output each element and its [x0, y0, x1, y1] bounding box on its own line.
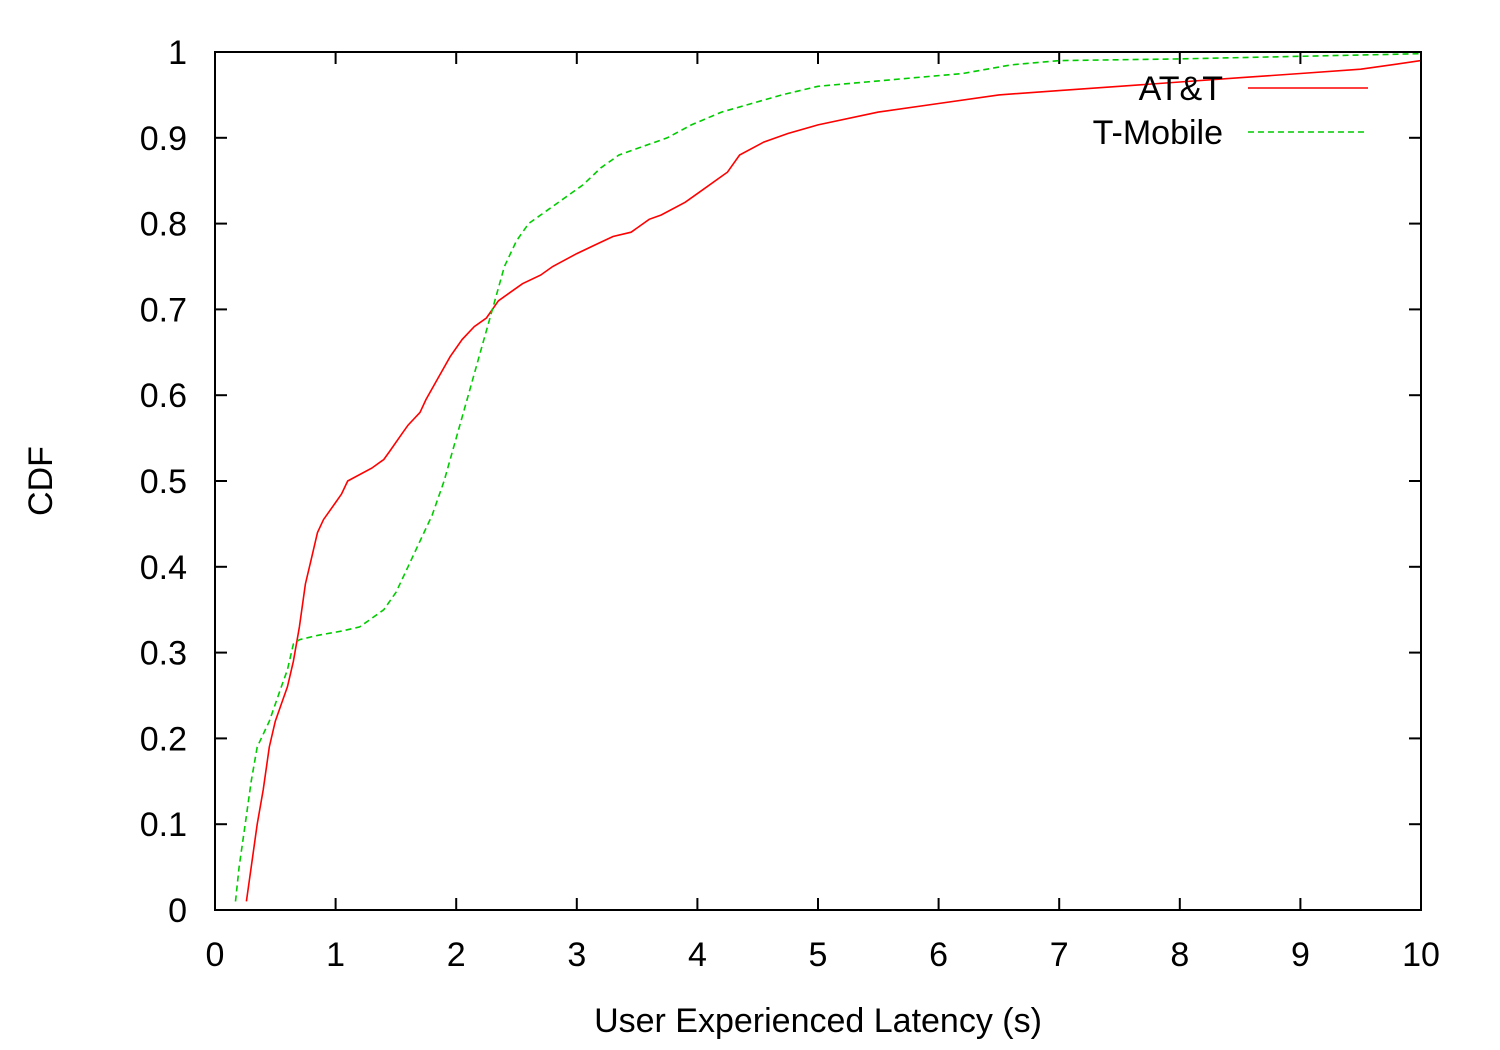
x-tick-label: 8	[1170, 936, 1189, 974]
series-line-1	[234, 52, 1422, 902]
x-tick-label: 9	[1291, 936, 1310, 974]
plot-frame	[214, 51, 1422, 911]
y-tick-labels: 0 0.1 0.2 0.3 0.4 0.5 0.6 0.7 0.8 0.9 1	[140, 34, 187, 930]
y-axis-label: CDF	[22, 446, 60, 516]
legend: AT&T T-Mobile	[1093, 70, 1368, 152]
x-tick-label: 0	[206, 936, 225, 974]
x-axis-label: User Experienced Latency (s)	[594, 1002, 1042, 1040]
y-tick-label: 0.2	[140, 720, 187, 758]
y-tick-label: 0.9	[140, 120, 187, 158]
y-tick-label: 0.5	[140, 463, 187, 501]
x-tick-label: 10	[1402, 936, 1440, 974]
y-tick-label: 0.1	[140, 806, 187, 844]
ticks-layer	[214, 51, 1422, 911]
x-tick-label: 7	[1050, 936, 1069, 974]
x-tick-label: 6	[929, 936, 948, 974]
legend-label: AT&T	[1139, 70, 1223, 108]
series-layer	[234, 52, 1422, 902]
x-tick-labels: 0 1 2 3 4 5 6 7 8 9 10	[206, 936, 1440, 974]
y-tick-label: 0.6	[140, 377, 187, 415]
series-line-0	[245, 52, 1422, 902]
legend-label: T-Mobile	[1093, 114, 1223, 152]
y-tick-label: 0.4	[140, 549, 187, 587]
y-tick-label: 1	[168, 34, 187, 72]
y-tick-label: 0.7	[140, 291, 187, 329]
y-tick-label: 0.8	[140, 206, 187, 244]
x-tick-label: 1	[326, 936, 345, 974]
y-tick-label: 0	[168, 892, 187, 930]
x-tick-label: 4	[688, 936, 707, 974]
x-tick-label: 5	[809, 936, 828, 974]
x-tick-label: 2	[447, 936, 466, 974]
x-tick-label: 3	[567, 936, 586, 974]
y-tick-label: 0.3	[140, 635, 187, 673]
